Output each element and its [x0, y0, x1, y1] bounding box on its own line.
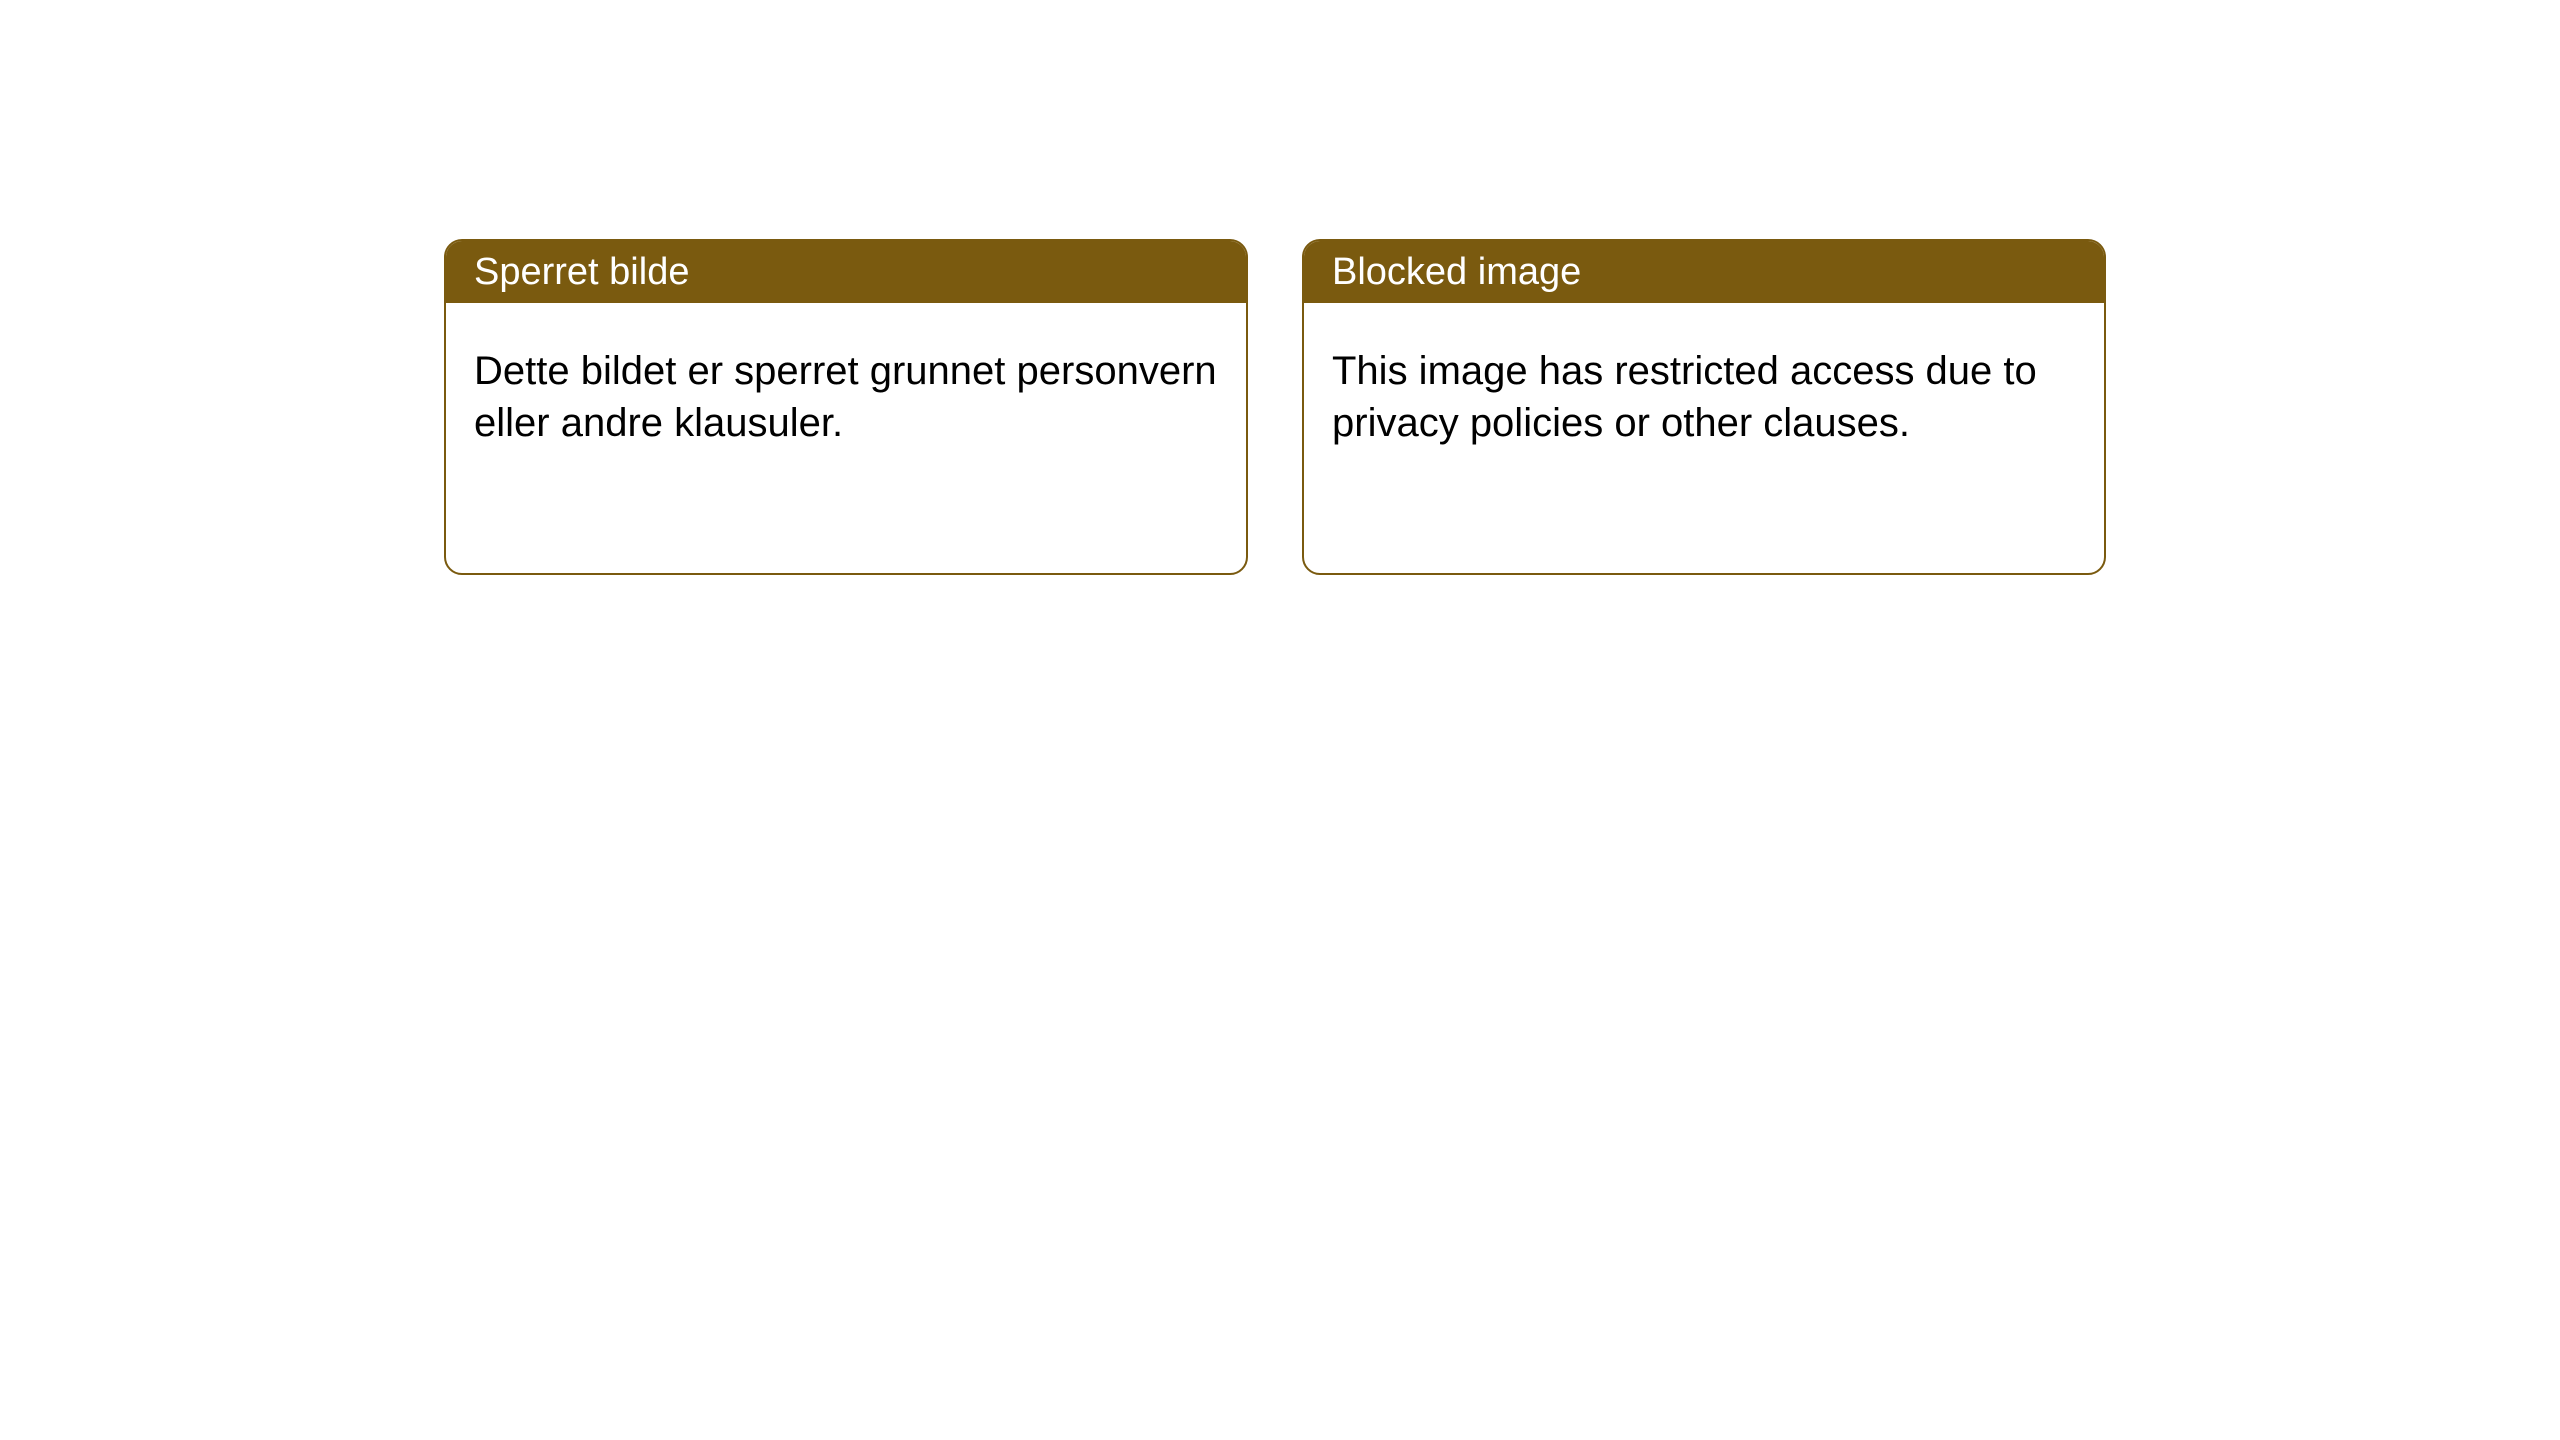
card-body: Dette bildet er sperret grunnet personve… — [446, 303, 1246, 491]
card-header: Blocked image — [1304, 241, 2104, 303]
blocked-image-notices: Sperret bilde Dette bildet er sperret gr… — [444, 239, 2106, 575]
card-title: Sperret bilde — [474, 251, 689, 294]
card-body: This image has restricted access due to … — [1304, 303, 2104, 491]
card-title: Blocked image — [1332, 251, 1581, 294]
card-body-text: Dette bildet er sperret grunnet personve… — [474, 349, 1217, 445]
blocked-card-norwegian: Sperret bilde Dette bildet er sperret gr… — [444, 239, 1248, 575]
card-header: Sperret bilde — [446, 241, 1246, 303]
blocked-card-english: Blocked image This image has restricted … — [1302, 239, 2106, 575]
card-body-text: This image has restricted access due to … — [1332, 349, 2037, 445]
